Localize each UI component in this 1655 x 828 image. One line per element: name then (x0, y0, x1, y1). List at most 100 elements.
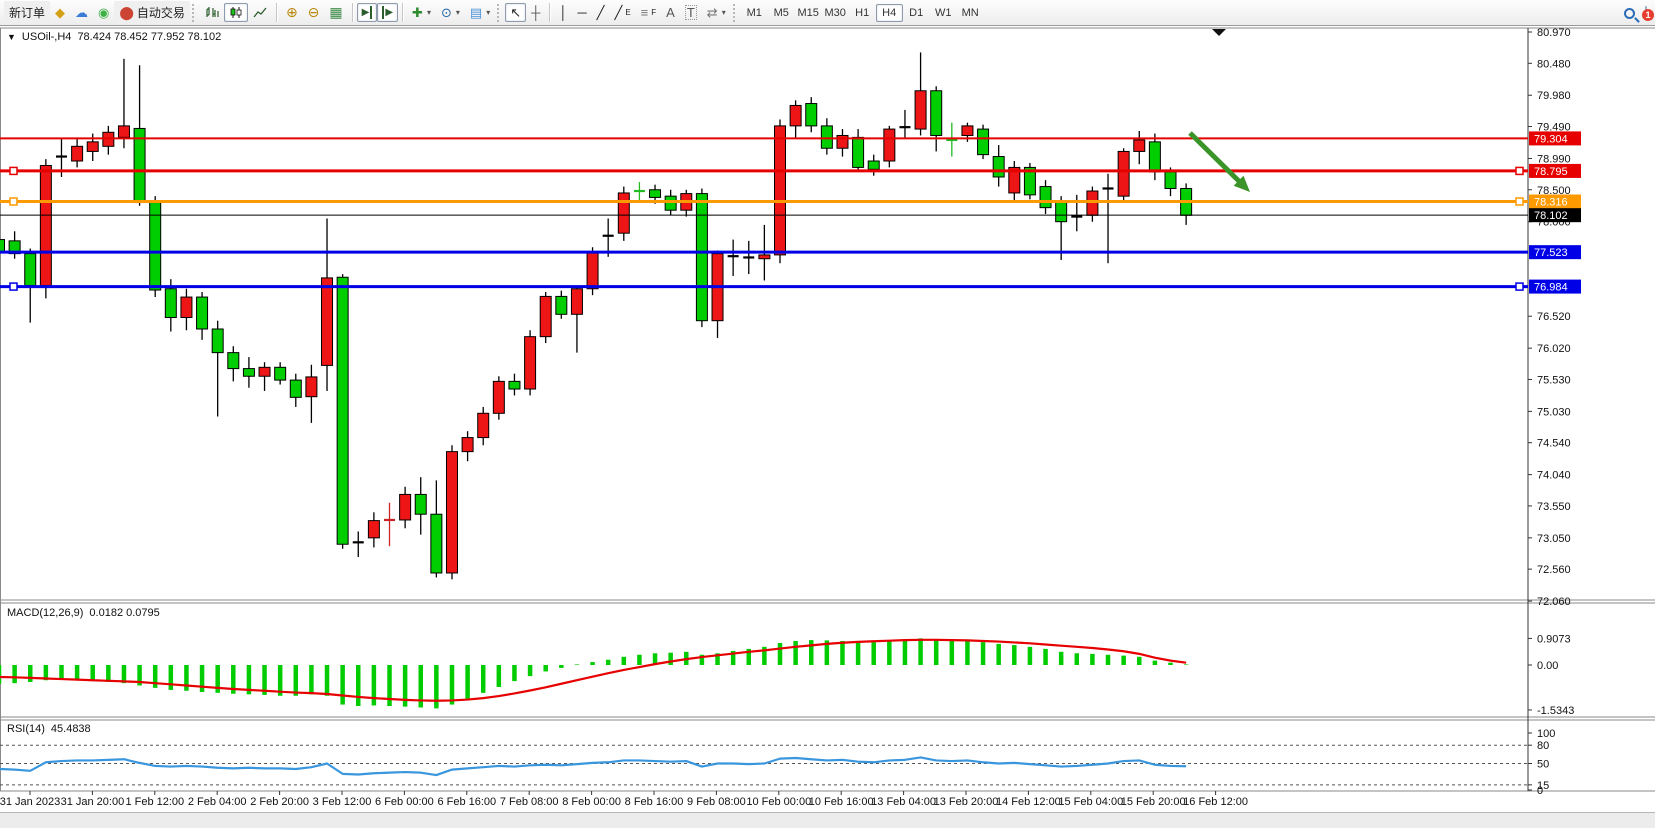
bear-candle (977, 128, 990, 156)
toolbar-grip[interactable] (191, 3, 196, 22)
arrow-shaft[interactable] (1188, 131, 1245, 187)
bear-candle (1164, 171, 1177, 189)
channel-sub-label: E (625, 8, 631, 17)
chat-button[interactable]: 1 (1642, 6, 1654, 21)
price-tag-label: 78.102 (1534, 210, 1568, 222)
toolbar-grip[interactable] (497, 3, 501, 22)
bull-candle (524, 336, 537, 390)
bear-candle (1055, 202, 1068, 223)
chart-header: ▼ USOil-,H4 78.424 78.452 77.952 78.102 (7, 31, 221, 43)
bear-candle (227, 352, 240, 370)
trendline-tool[interactable]: ╱ (592, 3, 610, 22)
line-chart-button[interactable] (248, 3, 272, 22)
bull-candle (117, 125, 130, 138)
community-icon[interactable]: ☁ (70, 3, 93, 22)
auto-scroll-button[interactable]: ▶ (356, 3, 378, 22)
new-order-button[interactable]: 新订单 (4, 1, 51, 24)
bear-candle (242, 368, 255, 377)
bull-candle (758, 254, 771, 260)
signals-icon[interactable]: ◉ (93, 3, 114, 22)
bear-candle (805, 103, 818, 127)
macd-name: MACD(12,26,9) (7, 607, 84, 619)
mql5-glyph: ◆ (55, 5, 66, 20)
channel-tool[interactable]: ╱ E (610, 3, 636, 22)
zoom-out-button[interactable]: ⊖ (303, 3, 325, 22)
chart-shift-button[interactable]: ▶ (377, 3, 399, 22)
mql5-icon[interactable]: ◆ (50, 3, 70, 22)
time-axis-label: 2 Feb 20:00 (250, 796, 309, 808)
tab-m15[interactable]: M15 (797, 6, 819, 19)
time-axis: 31 Jan 2023 31 Jan 20:00 1 Feb 12:00 2 Feb … (0, 791, 1248, 808)
horizontal-line-tool[interactable]: ─ (572, 3, 591, 22)
price-axis: 80.97080.48079.98079.49078.99078.50078.0… (1528, 27, 1571, 608)
chevron-down-icon: ▾ (455, 8, 460, 17)
zoom-out-icon: ⊖ (307, 4, 320, 20)
candlesticks (0, 52, 1193, 580)
arrows-tool[interactable]: ⇄ ▾ (702, 3, 731, 22)
line-handle[interactable] (9, 166, 18, 176)
price-tag (1529, 163, 1581, 178)
label-tool[interactable]: T (680, 2, 702, 23)
tab-h4[interactable]: H4 (875, 3, 903, 22)
chart-top-marker[interactable] (1212, 29, 1226, 36)
fibonacci-icon: ≡ (640, 5, 649, 20)
bar-chart-button[interactable] (200, 3, 224, 22)
bull-candle (492, 380, 505, 414)
time-axis-label: 6 Feb 00:00 (375, 796, 434, 808)
bull-candle (305, 376, 318, 398)
crosshair-icon: ┼ (531, 5, 541, 20)
toolbar-grip[interactable] (732, 3, 737, 22)
rsi-pane-label: RSI(14) 45.4838 (7, 723, 91, 735)
svg-text:-1.5343: -1.5343 (1537, 705, 1574, 717)
bull-candle (1008, 166, 1021, 194)
bull-candle (617, 192, 630, 234)
zoom-in-button[interactable]: ⊕ (281, 3, 303, 22)
svg-text:78.500: 78.500 (1537, 185, 1571, 197)
new-chart-button[interactable]: ✚ ▾ (407, 3, 436, 22)
collapse-icon[interactable]: ▼ (7, 32, 16, 42)
time-axis-label: 14 Feb 12:00 (996, 796, 1061, 808)
line-handle[interactable] (1515, 166, 1524, 176)
chart-canvas[interactable]: 80.97080.48079.98079.49078.99078.50078.0… (0, 26, 1655, 812)
tab-m30[interactable]: M30 (824, 6, 846, 19)
tab-d1[interactable]: D1 (909, 6, 924, 19)
fibonacci-sub-label: F (651, 8, 657, 17)
svg-text:79.490: 79.490 (1537, 122, 1571, 134)
search-icon[interactable] (1624, 7, 1635, 19)
vertical-line-tool[interactable]: │ (554, 3, 572, 22)
price-tag-label: 79.304 (1534, 133, 1568, 145)
tab-mn[interactable]: MN (961, 6, 979, 19)
tile-windows-button[interactable]: ▦ (324, 3, 347, 22)
price-tag-label: 77.523 (1534, 247, 1568, 259)
bear-candle (664, 195, 677, 211)
clock-icon: ⊙ (440, 5, 452, 20)
line-handle[interactable] (1515, 197, 1524, 206)
cursor-tool-button[interactable]: ↖ (505, 3, 527, 22)
tab-h1[interactable]: H1 (855, 6, 870, 19)
fibonacci-tool[interactable]: ≡ F (636, 3, 661, 22)
crosshair-tool-button[interactable]: ┼ (526, 3, 545, 22)
line-handle[interactable] (1515, 282, 1524, 291)
period-selector-button[interactable]: ⊙ ▾ (436, 3, 465, 22)
time-axis-label: 10 Feb 16:00 (809, 796, 874, 808)
time-axis-label: 9 Feb 08:00 (687, 796, 746, 808)
bull-candle (86, 141, 99, 152)
line-handle[interactable] (9, 282, 18, 291)
svg-text:0.00: 0.00 (1537, 660, 1558, 672)
auto-trading-icon: ⬤ (119, 5, 134, 20)
line-chart-icon (253, 7, 267, 18)
line-handle[interactable] (9, 197, 18, 206)
candlestick-chart-button[interactable] (223, 3, 248, 22)
text-tool[interactable]: A (661, 3, 680, 22)
arrow-head[interactable] (1233, 175, 1250, 192)
template-button[interactable]: ▤ ▾ (465, 3, 495, 22)
time-axis-label: 13 Feb 20:00 (934, 796, 999, 808)
tab-m1[interactable]: M1 (746, 6, 762, 19)
time-axis-label: 6 Feb 16:00 (437, 796, 496, 808)
bear-candle (1023, 166, 1036, 196)
svg-text:50: 50 (1537, 759, 1549, 771)
tab-w1[interactable]: W1 (934, 6, 952, 19)
auto-trading-button[interactable]: ⬤ 自动交易 (114, 1, 190, 24)
time-axis-label: 15 Feb 04:00 (1058, 796, 1123, 808)
tab-m5[interactable]: M5 (773, 6, 789, 19)
